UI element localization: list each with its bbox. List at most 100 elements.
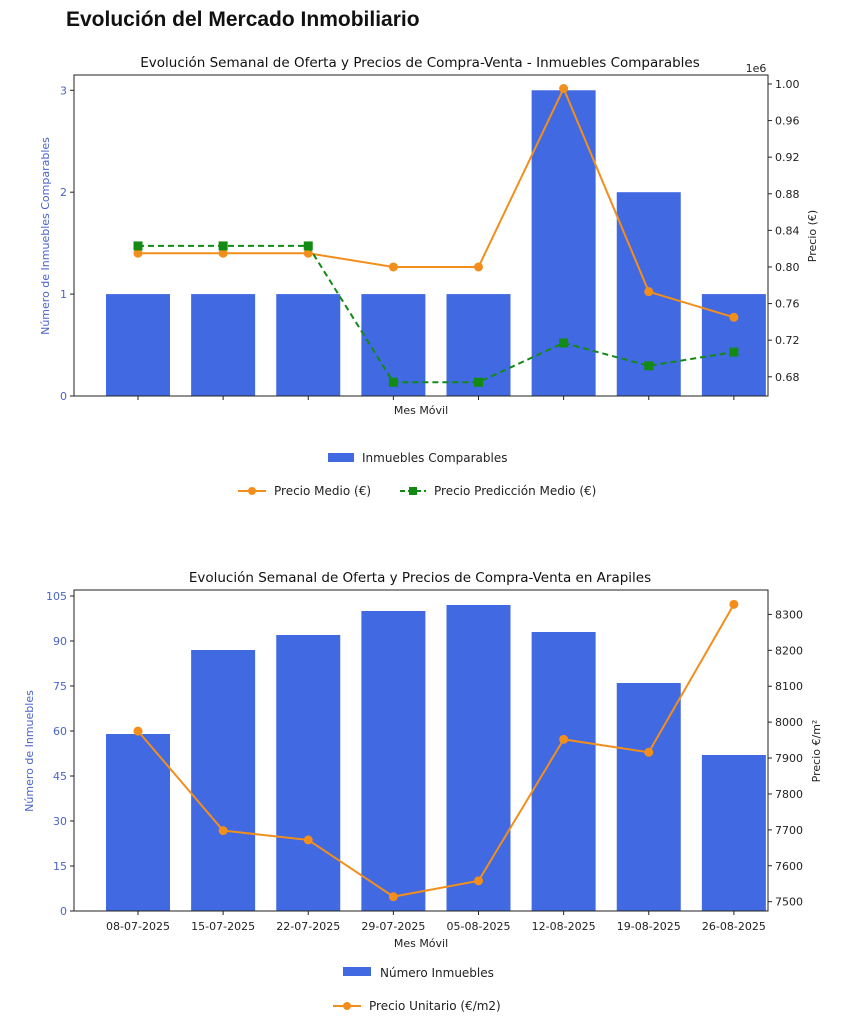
chart2-point-1-0 [133, 726, 143, 736]
chart1-point-1-5 [559, 84, 569, 94]
chart2-ytick-label-4: 60 [53, 725, 67, 738]
chart2-xtick-label-2: 22-07-2025 [276, 920, 340, 933]
chart1-point-2-0 [133, 241, 143, 251]
chart1-line-2 [138, 244, 735, 384]
chart2-bar-3 [361, 611, 426, 911]
chart2-xtick-label-3: 29-07-2025 [361, 920, 425, 933]
chart1-y2-offset-label: 1e6 [746, 62, 767, 75]
legend-marker-precio-unitario [343, 1002, 351, 1010]
chart1-point-2-7 [729, 347, 739, 357]
chart2-ytick-label-6: 90 [53, 635, 67, 648]
chart2-xtick-label-5: 12-08-2025 [532, 920, 596, 933]
chart1-point-1-7 [729, 312, 739, 322]
chart1-point-1-1 [218, 248, 228, 258]
chart2-y2tick-label-2: 7700 [775, 824, 803, 837]
chart1-y2tick-label-8: 1.00 [775, 78, 800, 91]
chart1-line-1 [138, 86, 735, 319]
chart2-point-1-6 [644, 747, 654, 757]
chart1-y2-axis-label: Precio (€) [806, 210, 819, 262]
chart1-y2tick-label-2: 0.76 [775, 298, 800, 311]
legend-marker-precio-medio [248, 487, 256, 495]
chart2-y-axis-label: Número de Inmuebles [23, 690, 36, 812]
page-title: Evolución del Mercado Inmobiliario [66, 8, 420, 31]
chart2-point-1-2 [303, 835, 313, 845]
chart1-title: Evolución Semanal de Oferta y Precios de… [140, 55, 700, 71]
chart1-bar-1 [191, 294, 256, 396]
chart2-xtick-label-4: 05-08-2025 [447, 920, 511, 933]
chart1-bar-2 [276, 294, 341, 396]
chart2-bar-1 [191, 650, 256, 911]
chart1-x-axis-label: Mes Móvil [394, 404, 448, 417]
legend-label-precio-prediccion: Precio Predicción Medio (€) [434, 484, 596, 498]
chart2-point-1-7 [729, 599, 739, 609]
chart1-point-2-6 [644, 361, 654, 371]
legend-label-precio-medio: Precio Medio (€) [274, 484, 371, 498]
chart2-point-1-4 [474, 876, 483, 886]
chart2-xtick-label-6: 19-08-2025 [617, 920, 681, 933]
chart-arapiles: Evolución Semanal de Oferta y Precios de… [23, 570, 823, 1013]
chart-comparables: Evolución Semanal de Oferta y Precios de… [39, 55, 819, 498]
legend-swatch-bars [328, 453, 354, 462]
chart2-y2tick-label-3: 7800 [775, 788, 803, 801]
chart1-legend: Inmuebles Comparables Precio Medio (€) P… [238, 451, 596, 498]
chart2-ytick-label-7: 105 [46, 590, 67, 603]
chart1-y2tick-label-0: 0.68 [775, 371, 800, 384]
chart1-ytick-label-3: 3 [60, 84, 67, 97]
chart2-legend: Número Inmuebles Precio Unitario (€/m2) [333, 966, 501, 1013]
chart1-ytick-label-2: 2 [60, 186, 67, 199]
chart1-point-2-3 [388, 377, 398, 387]
chart2-ytick-label-0: 0 [60, 905, 67, 918]
chart1-point-2-2 [303, 241, 313, 251]
chart2-y2tick-label-5: 8000 [775, 716, 803, 729]
chart2-y2tick-label-4: 7900 [775, 752, 803, 765]
legend-label-precio-unitario: Precio Unitario (€/m2) [369, 999, 501, 1013]
chart2-y2tick-label-6: 8100 [775, 680, 803, 693]
chart2-bar-4 [446, 605, 511, 911]
chart1-ytick-label-0: 0 [60, 390, 67, 403]
chart1-point-1-6 [644, 287, 654, 297]
chart2-point-1-3 [388, 892, 398, 902]
chart2-point-1-5 [559, 734, 569, 744]
chart2-bar-6 [616, 683, 681, 911]
chart2-line-1 [137, 603, 735, 898]
chart2-xtick-label-0: 08-07-2025 [106, 920, 170, 933]
chart2-bar-7 [701, 755, 766, 911]
legend-label-numero-inmuebles: Número Inmuebles [380, 966, 494, 980]
chart2-ytick-label-1: 15 [53, 860, 67, 873]
chart2-y2tick-label-0: 7500 [775, 896, 803, 909]
chart1-y2tick-label-1: 0.72 [775, 334, 800, 347]
legend-label-inmuebles-comparables: Inmuebles Comparables [362, 451, 507, 465]
chart1-point-1-3 [388, 262, 398, 272]
chart2-bar-2 [276, 635, 341, 911]
chart2-y2tick-label-1: 7600 [775, 860, 803, 873]
chart2-ytick-label-2: 30 [53, 815, 67, 828]
chart1-y2tick-label-4: 0.84 [775, 224, 800, 237]
chart1-ytick-label-1: 1 [60, 288, 67, 301]
chart2-bar-0 [106, 734, 170, 911]
chart1-point-2-5 [559, 338, 569, 348]
chart2-bar-5 [531, 632, 596, 911]
chart2-point-1-1 [218, 826, 228, 836]
chart1-point-1-0 [133, 248, 143, 258]
chart2-xtick-label-7: 26-08-2025 [702, 920, 766, 933]
chart1-y2tick-label-6: 0.92 [775, 151, 800, 164]
legend-swatch-numero-inmuebles [343, 967, 371, 976]
legend-marker-precio-prediccion [409, 487, 417, 495]
chart1-point-1-4 [474, 262, 483, 272]
chart2-y2tick-label-8: 8300 [775, 608, 803, 621]
chart1-y2tick-label-5: 0.88 [775, 188, 800, 201]
chart1-y-axis-label: Número de Inmuebles Comparables [39, 137, 52, 335]
chart1-y2tick-label-3: 0.80 [775, 261, 800, 274]
chart1-point-2-1 [218, 241, 228, 251]
chart1-bar-7 [701, 294, 766, 396]
chart2-xtick-label-1: 15-07-2025 [191, 920, 255, 933]
chart2-y2tick-label-7: 8200 [775, 644, 803, 657]
chart2-title: Evolución Semanal de Oferta y Precios de… [189, 570, 651, 586]
chart1-point-2-4 [474, 377, 483, 387]
chart1-bar-0 [106, 294, 170, 396]
chart1-plot-frame [73, 74, 769, 397]
chart2-plot-frame [73, 589, 769, 912]
chart2-ytick-label-5: 75 [53, 680, 67, 693]
chart1-y2tick-label-7: 0.96 [775, 115, 800, 128]
